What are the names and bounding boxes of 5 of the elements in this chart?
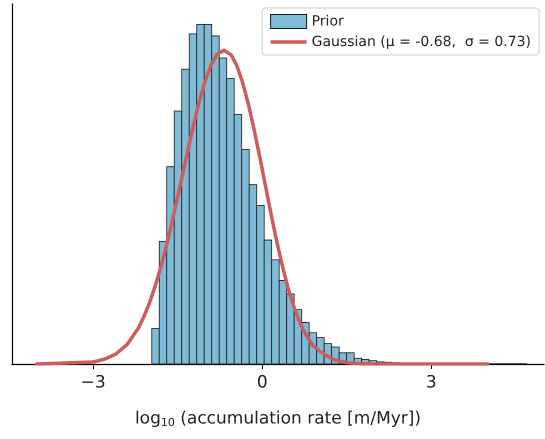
- legend-label: Gaussian (μ = -0.68, σ = 0.73): [312, 34, 532, 50]
- x-tick-label: 3: [426, 372, 437, 392]
- x-tick-label: 0: [256, 372, 268, 392]
- x-tick-label: −3: [80, 372, 106, 392]
- legend-label: Prior: [312, 14, 344, 30]
